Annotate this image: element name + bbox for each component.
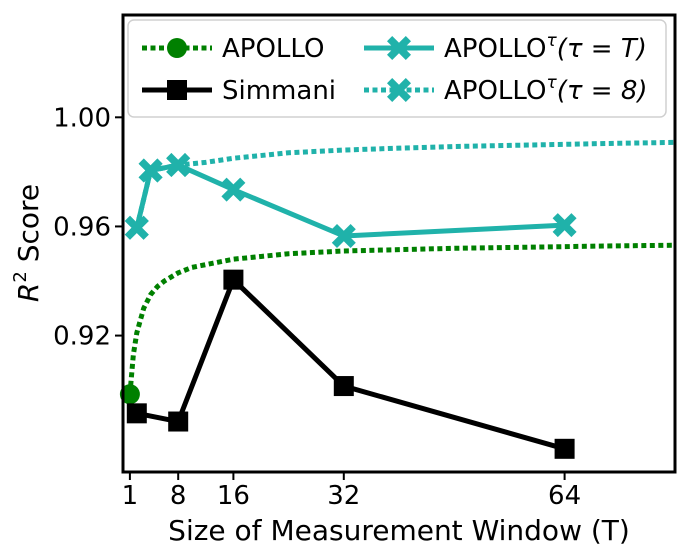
data-point-s0-0	[119, 384, 140, 405]
series-line-0	[127, 242, 676, 395]
legend-marker-3	[387, 78, 411, 102]
x-tick-label-1: 8	[170, 481, 187, 511]
legend-marker-0	[167, 38, 187, 58]
y-axis-label: R2 Score	[10, 184, 45, 302]
legend-label-0: APOLLO	[222, 34, 324, 64]
legend-marker-2	[387, 36, 411, 60]
marker-layer	[119, 153, 577, 459]
y-ticks: 0.92 0.96 1.00	[53, 103, 123, 352]
x-ticks: 1 8 16 32 64	[122, 472, 581, 511]
data-point-s1-3	[333, 376, 354, 397]
data-point-s3-0	[124, 215, 149, 240]
data-point-s1-1	[168, 411, 189, 432]
x-tick-label-4: 64	[548, 481, 581, 511]
data-point-s1-0	[126, 403, 147, 424]
x-tick-label-0: 1	[122, 481, 139, 511]
x-tick-label-3: 32	[327, 481, 360, 511]
data-point-s1-2	[223, 269, 244, 290]
x-axis-label: Size of Measurement Window (T)	[168, 514, 630, 547]
legend-label-2: APOLLOτ(τ = T)	[444, 31, 647, 64]
series-line-2	[134, 162, 568, 239]
y-axis-label-base: R	[12, 283, 45, 302]
data-point-s1-4	[554, 438, 575, 459]
plot-frame	[121, 13, 677, 474]
legend-box	[127, 19, 667, 118]
data-point-s2-5	[552, 213, 577, 238]
legend-marker-1	[167, 80, 187, 100]
data-point-s2-3	[221, 177, 246, 202]
y-tick-label-1: 0.96	[53, 212, 111, 242]
y-tick-label-0: 0.92	[53, 322, 111, 352]
x-tick-label-2: 16	[217, 481, 250, 511]
data-point-s2-4	[331, 223, 356, 248]
data-point-s3-2	[166, 153, 191, 178]
legend: APOLLO Simmani APOLLOτ(τ = T) APOLLOτ(τ = 8…	[127, 19, 667, 118]
y-axis-label-rest: Score	[12, 184, 45, 271]
y-axis-label-sup: 2	[10, 271, 31, 282]
legend-label-1: Simmani	[222, 76, 336, 106]
y-tick-label-2: 1.00	[53, 103, 111, 133]
legend-label-3: APOLLOτ(τ = 8)	[444, 73, 648, 106]
data-point-s3-1	[138, 158, 163, 183]
